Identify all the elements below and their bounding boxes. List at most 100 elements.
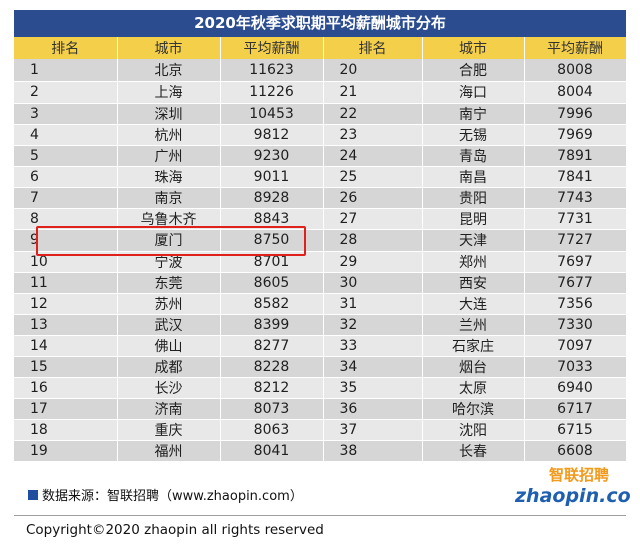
salary-cell: 9011	[220, 166, 324, 188]
rank-cell: 30	[323, 272, 423, 294]
city-cell: 长沙	[117, 377, 221, 399]
rank-cell: 3	[14, 103, 118, 125]
header-salary-left: 平均薪酬	[220, 37, 324, 59]
salary-cell: 7727	[524, 229, 627, 252]
city-cell: 昆明	[422, 208, 525, 230]
rank-cell: 11	[14, 272, 118, 294]
table-row: 10 宁波 8701 29 郑州 7697	[14, 251, 627, 273]
header-row: 排名 城市 平均薪酬 排名 城市 平均薪酬	[14, 37, 627, 59]
zhaopin-logo: 智联招聘 zhaopin.com	[514, 466, 631, 507]
rank-cell: 5	[14, 145, 118, 167]
table-row: 4 杭州 9812 23 无锡 7969	[14, 124, 627, 146]
salary-cell: 8605	[220, 272, 324, 294]
city-cell: 济南	[117, 398, 221, 420]
table-row: 17 济南 8073 36 哈尔滨 6717	[14, 398, 627, 420]
table-row: 13 武汉 8399 32 兰州 7330	[14, 314, 627, 336]
rank-cell: 27	[323, 208, 423, 230]
salary-cell: 7033	[524, 356, 627, 378]
rank-cell: 10	[14, 251, 118, 273]
salary-cell: 8063	[220, 419, 324, 441]
city-cell: 苏州	[117, 293, 221, 315]
city-cell: 重庆	[117, 419, 221, 441]
rank-cell: 25	[323, 166, 423, 188]
salary-cell: 8008	[524, 59, 627, 82]
salary-cell: 6940	[524, 377, 627, 399]
city-cell: 大连	[422, 293, 525, 315]
table-row: 8 乌鲁木齐 8843 27 昆明 7731	[14, 208, 627, 230]
city-cell: 宁波	[117, 251, 221, 273]
salary-cell: 8843	[220, 208, 324, 230]
rank-cell: 18	[14, 419, 118, 441]
salary-cell: 8750	[220, 229, 324, 252]
header-salary-right: 平均薪酬	[524, 37, 627, 59]
rank-cell: 37	[323, 419, 423, 441]
table-row: 5 广州 9230 24 青岛 7891	[14, 145, 627, 167]
city-cell: 长春	[422, 440, 525, 462]
city-cell: 石家庄	[422, 335, 525, 357]
rank-cell: 8	[14, 208, 118, 230]
city-cell: 珠海	[117, 166, 221, 188]
table-row: 11 东莞 8605 30 西安 7677	[14, 272, 627, 294]
city-cell: 杭州	[117, 124, 221, 146]
city-cell: 乌鲁木齐	[117, 208, 221, 230]
table-row: 15 成都 8228 34 烟台 7033	[14, 356, 627, 378]
salary-cell: 7731	[524, 208, 627, 230]
header-rank-left: 排名	[14, 37, 118, 59]
table-row: 19 福州 8041 38 长春 6608	[14, 440, 627, 462]
salary-cell: 11226	[220, 81, 324, 104]
city-cell: 青岛	[422, 145, 525, 167]
rank-cell: 24	[323, 145, 423, 167]
rank-cell: 26	[323, 187, 423, 209]
rank-cell: 4	[14, 124, 118, 146]
rank-cell: 32	[323, 314, 423, 336]
table-row: 16 长沙 8212 35 太原 6940	[14, 377, 627, 399]
header-rank-right: 排名	[323, 37, 423, 59]
rank-cell: 12	[14, 293, 118, 315]
logo-cn-text: 智联招聘	[549, 466, 609, 484]
salary-table: 排名 城市 平均薪酬 排名 城市 平均薪酬 1 北京 11623 20 合肥 8008 2 上…	[14, 37, 627, 462]
salary-cell: 7841	[524, 166, 627, 188]
rank-cell: 22	[323, 103, 423, 125]
city-cell: 南宁	[422, 103, 525, 125]
city-cell: 太原	[422, 377, 525, 399]
rank-cell: 19	[14, 440, 118, 462]
rank-cell: 2	[14, 81, 118, 104]
salary-cell: 7330	[524, 314, 627, 336]
city-cell: 上海	[117, 81, 221, 104]
table-row: 14 佛山 8277 33 石家庄 7097	[14, 335, 627, 357]
rank-cell: 16	[14, 377, 118, 399]
city-cell: 广州	[117, 145, 221, 167]
city-cell: 成都	[117, 356, 221, 378]
table-row: 1 北京 11623 20 合肥 8008	[14, 59, 627, 82]
rank-cell: 21	[323, 81, 423, 104]
city-cell: 贵阳	[422, 187, 525, 209]
rank-cell: 23	[323, 124, 423, 146]
bullet-square-icon	[28, 489, 38, 500]
salary-cell: 7677	[524, 272, 627, 294]
city-cell: 哈尔滨	[422, 398, 525, 420]
copyright-text: Copyright©2020 zhaopin all rights reserv…	[26, 522, 324, 538]
data-source: 数据来源：智联招聘（www.zhaopin.com）	[28, 485, 303, 504]
header-city-right: 城市	[422, 37, 525, 59]
city-cell: 南京	[117, 187, 221, 209]
footer-divider	[14, 515, 626, 516]
city-cell: 武汉	[117, 314, 221, 336]
city-cell: 沈阳	[422, 419, 525, 441]
rank-cell: 13	[14, 314, 118, 336]
city-cell: 厦门	[117, 229, 221, 252]
salary-cell: 9812	[220, 124, 324, 146]
salary-cell: 7697	[524, 251, 627, 273]
rank-cell: 35	[323, 377, 423, 399]
city-cell: 北京	[117, 59, 221, 82]
table-title: 2020年秋季求职期平均薪酬城市分布	[14, 10, 626, 37]
city-cell: 东莞	[117, 272, 221, 294]
salary-cell: 8399	[220, 314, 324, 336]
rank-cell: 1	[14, 59, 118, 82]
city-cell: 郑州	[422, 251, 525, 273]
source-text: 数据来源：智联招聘（www.zhaopin.com）	[42, 489, 303, 504]
salary-cell: 6717	[524, 398, 627, 420]
table-row: 7 南京 8928 26 贵阳 7743	[14, 187, 627, 209]
rank-cell: 7	[14, 187, 118, 209]
rank-cell: 36	[323, 398, 423, 420]
salary-cell: 8228	[220, 356, 324, 378]
